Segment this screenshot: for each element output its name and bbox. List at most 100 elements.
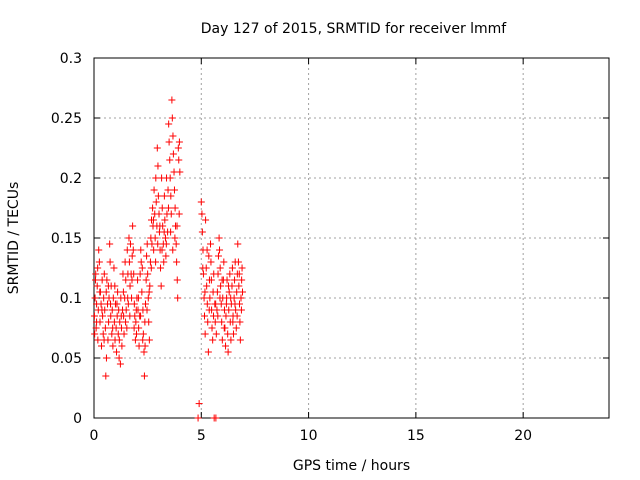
data-point [143,252,151,260]
data-point [95,246,103,254]
data-point [129,222,137,230]
data-point [212,414,220,422]
data-point [213,288,221,296]
data-point [203,282,211,290]
data-point [165,120,173,128]
data-point [229,330,237,338]
data-point [225,282,233,290]
data-point [98,342,106,350]
data-point [229,318,237,326]
data-point [220,324,228,332]
data-point [228,264,236,272]
data-point [125,258,133,266]
data-point [158,246,166,254]
data-point [165,138,173,146]
data-point [153,144,161,152]
data-point [101,324,109,332]
data-point [109,294,117,302]
data-point [92,270,100,278]
data-point [205,252,213,260]
y-tick-label: 0.1 [60,291,82,307]
chart-title: Day 127 of 2015, SRMTID for receiver lmm… [201,21,508,37]
data-point [174,144,182,152]
data-point [106,258,114,266]
data-point [164,186,172,194]
data-point [168,114,176,122]
data-point [173,222,181,230]
data-point [160,192,168,200]
data-point [227,336,235,344]
data-point [100,336,108,344]
data-point [161,234,169,242]
data-point [206,294,214,302]
y-tick-label: 0.3 [60,51,82,67]
data-point [123,324,131,332]
data-point [125,234,133,242]
data-point [154,192,162,200]
data-point [205,306,213,314]
data-point [222,342,230,350]
data-point [93,282,101,290]
data-point [141,342,149,350]
data-point [158,204,166,212]
data-point [167,192,175,200]
y-tick-label: 0.25 [51,111,82,127]
data-point [238,288,246,296]
data-point [131,336,139,344]
x-tick-label: 15 [407,428,425,444]
data-point [91,294,99,302]
data-point [106,240,114,248]
data-points [90,96,246,422]
data-point [207,240,215,248]
data-point [218,336,226,344]
data-point [123,246,131,254]
data-point [202,216,210,224]
data-point [171,204,179,212]
data-point [99,330,107,338]
data-point [161,216,169,224]
data-point [194,414,202,422]
x-tick-label: 0 [90,428,99,444]
data-point [152,198,160,206]
data-point [232,324,240,332]
y-tick-label: 0 [73,411,82,427]
data-point [213,306,221,314]
data-point [110,264,118,272]
data-point [91,330,99,338]
data-point [234,240,242,248]
data-point [235,282,243,290]
data-point [117,312,125,320]
data-point [124,294,132,302]
data-point [204,348,212,356]
data-point [201,330,209,338]
data-point [171,234,179,242]
data-point [115,336,123,344]
data-point [137,312,145,320]
data-point [224,348,232,356]
data-point [207,276,215,284]
x-tick-label: 5 [197,428,206,444]
data-point [138,288,146,296]
y-tick-label: 0.2 [60,171,82,187]
data-point [170,186,178,194]
data-point [238,276,246,284]
data-point [225,288,233,296]
data-point [129,246,137,254]
data-point [108,330,116,338]
data-point [164,204,172,212]
data-point [124,300,132,308]
data-point [208,324,216,332]
data-point [122,306,130,314]
data-point [174,294,182,302]
data-point [214,252,222,260]
data-point [211,318,219,326]
data-point [234,258,242,266]
data-point [140,372,148,380]
data-point [144,270,152,278]
data-point [238,264,246,272]
data-point [152,258,160,266]
data-point [167,210,175,218]
data-point [157,282,165,290]
data-point [203,300,211,308]
data-point [135,342,143,350]
